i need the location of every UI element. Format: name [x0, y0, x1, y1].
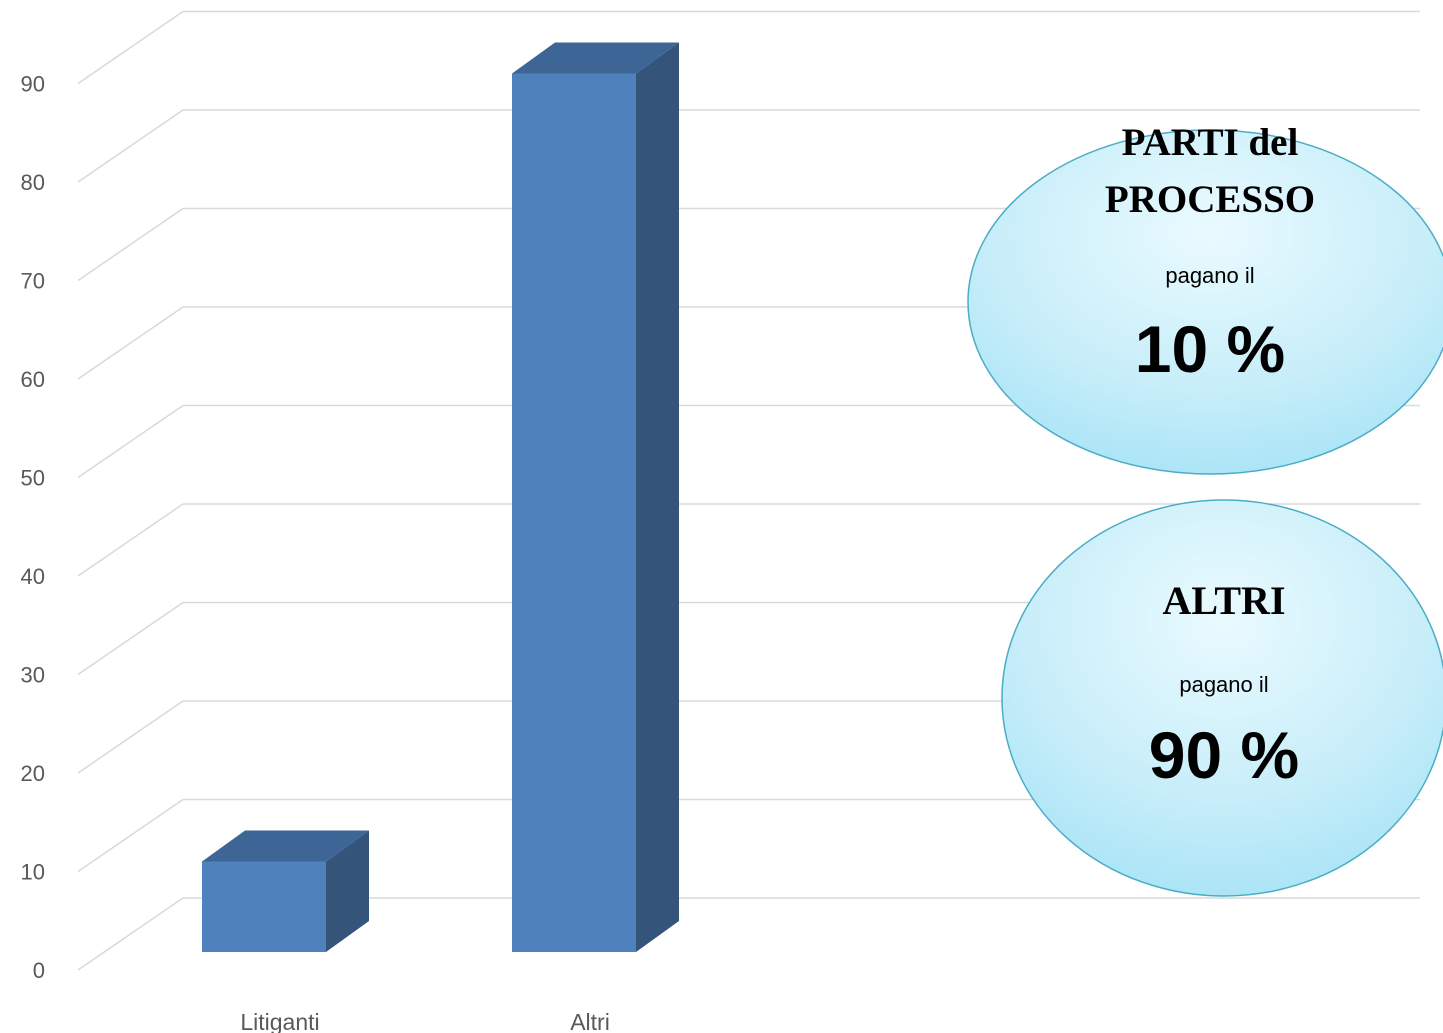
gridline [77, 10, 1420, 85]
gridline [77, 897, 1420, 971]
y-tick-label: 50 [21, 466, 45, 491]
bar [512, 42, 679, 952]
y-tick-label: 40 [21, 564, 45, 589]
bars [202, 42, 679, 952]
y-tick-label: 70 [21, 269, 45, 294]
y-axis-ticks: 0 10 20 30 40 50 60 70 80 90 [21, 72, 45, 984]
x-tick-label: Altri [570, 1009, 610, 1033]
x-tick-label: Litiganti [240, 1009, 319, 1033]
gridline [77, 109, 1420, 183]
y-tick-label: 20 [21, 761, 45, 786]
annotation-bubble: PARTI del PROCESSO pagano il 10 % [967, 121, 1443, 475]
y-tick-label: 30 [21, 663, 45, 688]
y-tick-label: 10 [21, 860, 45, 885]
bubble-title: PARTI del [1122, 121, 1299, 164]
y-tick-label: 90 [21, 72, 45, 97]
bubble-title: ALTRI [1162, 578, 1285, 623]
y-tick-label: 80 [21, 170, 45, 195]
bubble-subtitle: pagano il [1165, 263, 1254, 288]
bubble-subtitle: pagano il [1179, 672, 1268, 697]
x-axis-ticks: Litiganti Altri [240, 1009, 609, 1033]
y-tick-label: 60 [21, 367, 45, 392]
y-tick-label: 0 [33, 958, 45, 983]
bar [202, 830, 369, 952]
bubble-title: PROCESSO [1105, 178, 1315, 221]
annotation-bubbles: PARTI del PROCESSO pagano il 10 % ALTRI pagan… [967, 121, 1443, 897]
bubble-percentage: 90 % [1149, 718, 1299, 792]
bubble-percentage: 10 % [1135, 312, 1285, 386]
annotation-bubble: ALTRI pagano il 90 % [1001, 499, 1443, 897]
